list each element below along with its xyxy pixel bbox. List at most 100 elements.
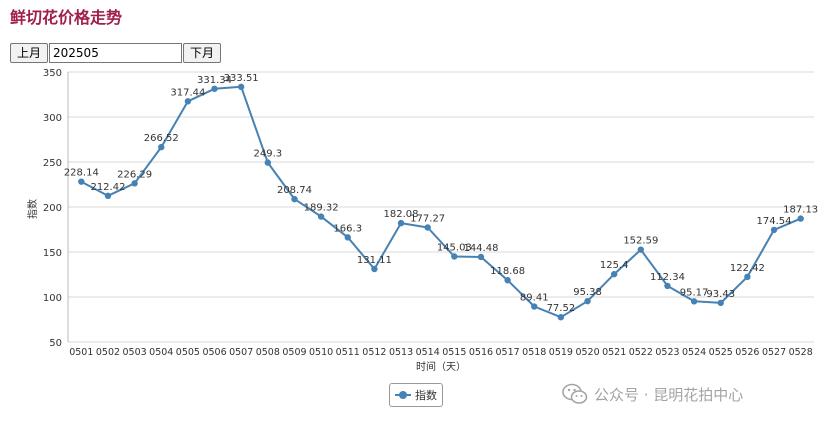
- data-label: 122.42: [730, 263, 765, 274]
- x-tick-label: 0518: [522, 347, 546, 358]
- x-tick-label: 0526: [735, 347, 759, 358]
- legend-line-icon: [395, 390, 411, 400]
- x-tick-label: 0515: [442, 347, 466, 358]
- data-label: 317.44: [170, 87, 205, 98]
- y-tick-label: 100: [43, 293, 62, 304]
- data-label: 266.52: [144, 133, 179, 144]
- data-point: [264, 159, 272, 166]
- data-point: [717, 299, 724, 307]
- data-label: 189.32: [304, 203, 339, 214]
- data-point: [78, 178, 85, 185]
- x-tick-label: 0505: [176, 347, 200, 358]
- data-point: [211, 85, 218, 92]
- x-tick-label: 0514: [416, 347, 440, 358]
- x-tick-label: 0525: [709, 347, 733, 358]
- data-label: 89.41: [520, 293, 549, 304]
- data-point: [131, 180, 138, 187]
- x-tick-label: 0522: [629, 347, 653, 358]
- x-tick-label: 0528: [789, 347, 813, 358]
- data-label: 249.3: [254, 149, 283, 160]
- x-tick-label: 0512: [362, 347, 386, 358]
- x-tick-label: 0524: [682, 347, 706, 358]
- data-label: 166.3: [333, 223, 362, 234]
- data-point: [557, 314, 565, 321]
- month-selector: 上月 下月: [10, 43, 222, 63]
- x-tick-label: 0516: [469, 347, 493, 358]
- data-label: 144.48: [463, 243, 498, 254]
- data-label: 177.27: [410, 213, 445, 224]
- data-label: 228.14: [64, 168, 99, 179]
- data-label: 212.42: [90, 182, 125, 193]
- data-label: 174.54: [757, 216, 792, 227]
- data-point: [770, 226, 778, 234]
- x-tick-label: 0502: [96, 347, 120, 358]
- data-label: 95.17: [680, 287, 709, 298]
- data-label: 226.29: [117, 169, 152, 180]
- next-month-button[interactable]: 下月: [183, 43, 222, 63]
- data-point: [344, 234, 351, 241]
- x-tick-label: 0513: [389, 347, 413, 358]
- x-tick-label: 0511: [336, 347, 360, 358]
- data-point: [451, 253, 458, 260]
- data-point: [690, 298, 698, 305]
- x-tick-label: 0509: [282, 347, 306, 358]
- x-tick-label: 0504: [149, 347, 173, 358]
- y-tick-label: 300: [43, 113, 62, 124]
- data-point: [158, 143, 165, 151]
- y-axis-title: 指数: [26, 199, 39, 219]
- data-label: 145.03: [437, 242, 472, 253]
- y-tick-label: 150: [43, 248, 62, 259]
- data-label: 125.4: [600, 260, 629, 271]
- data-point: [637, 246, 645, 253]
- y-tick-label: 250: [43, 158, 62, 169]
- data-point: [184, 98, 192, 105]
- data-point: [291, 195, 298, 203]
- data-point: [237, 83, 245, 91]
- x-tick-label: 0506: [202, 347, 226, 358]
- legend-label: 指数: [415, 389, 437, 402]
- watermark: 公众号 · 昆明花拍中心: [562, 383, 743, 405]
- data-label: 331.34: [197, 75, 232, 86]
- x-tick-label: 0503: [123, 347, 147, 358]
- x-tick-label: 0521: [602, 347, 626, 358]
- data-label: 333.51: [224, 73, 259, 84]
- x-tick-label: 0523: [655, 347, 679, 358]
- data-point: [664, 282, 671, 290]
- data-label: 93.43: [706, 289, 735, 300]
- x-tick-label: 0508: [256, 347, 280, 358]
- data-label: 152.59: [623, 236, 658, 247]
- data-label: 95.38: [573, 287, 602, 298]
- y-tick-label: 350: [43, 68, 62, 79]
- data-point: [477, 253, 485, 261]
- data-point: [584, 297, 591, 305]
- data-point: [397, 219, 405, 227]
- wechat-icon: [562, 383, 588, 404]
- x-tick-label: 0507: [229, 347, 253, 358]
- data-label: 208.74: [277, 185, 312, 196]
- data-point: [104, 192, 112, 200]
- y-tick-label: 200: [43, 203, 62, 214]
- data-label: 187.13: [783, 205, 818, 216]
- x-tick-label: 0517: [496, 347, 520, 358]
- data-point: [504, 276, 511, 284]
- data-point: [531, 303, 538, 310]
- data-label: 118.68: [490, 266, 525, 277]
- data-point: [371, 265, 378, 273]
- chart-legend[interactable]: 指数: [389, 383, 443, 407]
- x-tick-label: 0527: [762, 347, 786, 358]
- data-point: [424, 224, 431, 231]
- data-label: 182.08: [384, 209, 419, 220]
- data-label: 112.34: [650, 272, 685, 283]
- series-line: [80, 85, 802, 319]
- page-title: 鲜切花价格走势: [10, 8, 123, 27]
- x-tick-label: 0519: [549, 347, 573, 358]
- data-point: [797, 215, 804, 222]
- prev-month-button[interactable]: 上月: [10, 43, 49, 63]
- x-tick-label: 0501: [69, 347, 93, 358]
- data-point: [610, 270, 618, 278]
- y-tick-label: 50: [49, 338, 62, 349]
- month-input[interactable]: [49, 43, 183, 63]
- x-axis-title: 时间（天）: [416, 360, 466, 373]
- x-tick-label: 0520: [575, 347, 599, 358]
